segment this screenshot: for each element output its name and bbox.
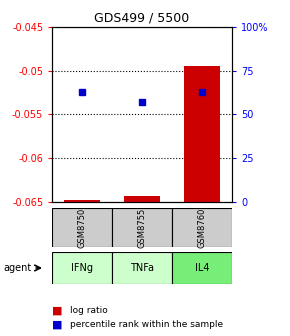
Text: IFNg: IFNg <box>71 263 93 273</box>
Title: GDS499 / 5500: GDS499 / 5500 <box>95 11 190 24</box>
Bar <box>52 208 112 247</box>
Text: ■: ■ <box>52 319 63 329</box>
Bar <box>112 208 172 247</box>
Text: log ratio: log ratio <box>70 306 107 315</box>
Bar <box>172 252 232 284</box>
Bar <box>112 252 172 284</box>
Bar <box>172 208 232 247</box>
Bar <box>52 252 112 284</box>
Bar <box>64 200 100 202</box>
Bar <box>124 196 160 202</box>
Text: ■: ■ <box>52 306 63 316</box>
Text: agent: agent <box>3 263 31 273</box>
Bar <box>184 66 220 202</box>
Text: IL4: IL4 <box>195 263 209 273</box>
Text: TNFa: TNFa <box>130 263 154 273</box>
Text: GSM8750: GSM8750 <box>78 208 87 248</box>
Text: GSM8760: GSM8760 <box>197 207 206 248</box>
Text: GSM8755: GSM8755 <box>137 208 147 248</box>
Text: percentile rank within the sample: percentile rank within the sample <box>70 320 223 329</box>
